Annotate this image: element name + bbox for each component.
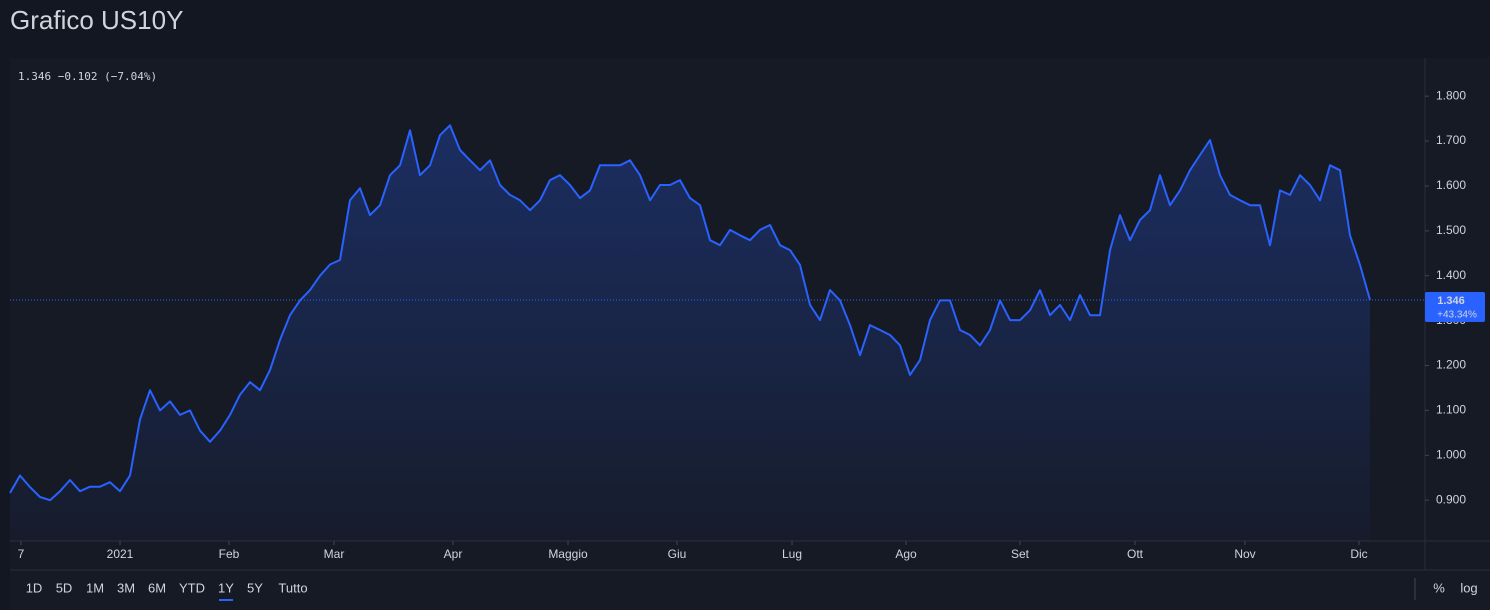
range-button[interactable]: 1D [26, 580, 43, 595]
price-box [1425, 291, 1485, 322]
x-tick-label: Ott [1127, 547, 1144, 561]
range-button[interactable]: 1Y [218, 580, 234, 595]
range-button[interactable]: YTD [179, 580, 205, 595]
range-button[interactable]: 1M [86, 580, 104, 595]
x-tick-label: Set [1011, 547, 1030, 561]
line [9, 124, 1371, 502]
y-tick-label: 1.800 [1436, 88, 1466, 102]
x-tick-label: Ago [895, 547, 917, 561]
range-button[interactable]: 5Y [247, 580, 263, 595]
x-tick-label: 7 [18, 547, 25, 561]
price-change: +43.34% [1437, 310, 1477, 321]
y-tick-label: 1.000 [1436, 447, 1466, 461]
x-tick-label: Dic [1350, 547, 1367, 561]
x-tick-label: Lug [782, 547, 802, 561]
range-button[interactable]: 6M [148, 580, 166, 595]
area [10, 125, 1370, 542]
legend-text: 1.346 −0.102 (−7.04%) [18, 70, 157, 83]
y-tick-label: 1.600 [1436, 178, 1466, 192]
x-tick-label: Mar [324, 547, 345, 561]
y-tick-label: 0.900 [1436, 492, 1466, 506]
x-tick-label: Apr [444, 547, 463, 561]
price-label: 1.346 [1437, 295, 1465, 307]
y-tick-label: 1.400 [1436, 268, 1466, 282]
page-title: Grafico US10Y [10, 5, 183, 35]
y-tick-label: 1.200 [1436, 358, 1466, 372]
scale-option[interactable]: log [1460, 580, 1477, 595]
range-button[interactable]: 5D [56, 580, 73, 595]
range-button[interactable]: 3M [117, 580, 135, 595]
y-tick-label: 1.100 [1436, 403, 1466, 417]
y-tick-label: 1.700 [1436, 133, 1466, 147]
x-tick-label: Maggio [548, 547, 588, 561]
x-tick-label: Nov [1234, 547, 1255, 561]
x-tick-label: Feb [219, 547, 240, 561]
y-tick-label: 1.500 [1436, 223, 1466, 237]
scale-option[interactable]: % [1433, 580, 1445, 595]
range-button[interactable]: Tutto [278, 580, 307, 595]
x-tick-label: 2021 [107, 547, 134, 561]
x-tick-label: Giu [668, 547, 687, 561]
